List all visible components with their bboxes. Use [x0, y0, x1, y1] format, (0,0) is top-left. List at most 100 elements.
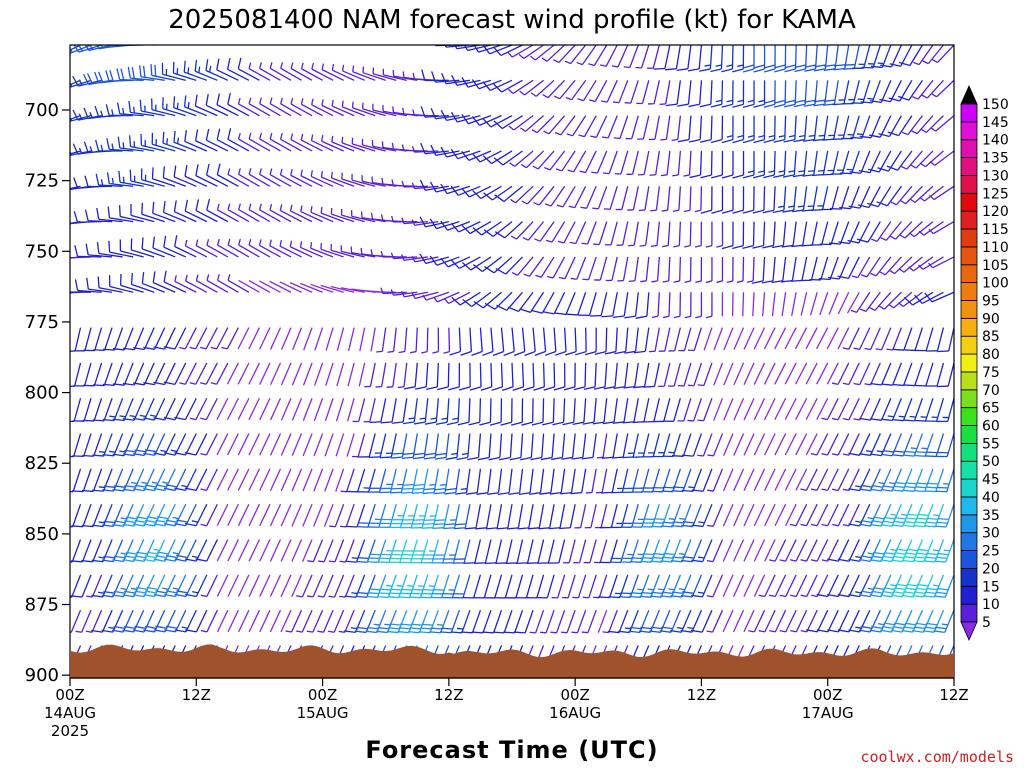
wind-barb — [771, 292, 776, 317]
wind-barb — [313, 433, 324, 457]
wind-barb — [761, 256, 776, 284]
wind-barb — [269, 397, 282, 421]
wind-barb — [468, 398, 482, 426]
wind-barb — [711, 186, 724, 214]
wind-barb — [279, 133, 302, 152]
wind-barb — [683, 150, 692, 177]
wind-barb — [313, 468, 324, 492]
wind-barb — [237, 397, 250, 420]
wind-barb — [444, 291, 471, 305]
wind-barb — [918, 256, 944, 270]
wind-barb — [869, 574, 892, 598]
wind-barb — [921, 79, 944, 99]
wind-barb — [216, 238, 239, 258]
wind-barb — [810, 539, 829, 562]
wind-barb — [520, 115, 544, 132]
wind-barb — [173, 165, 197, 187]
colorbar-segment — [960, 353, 978, 373]
wind-barb — [85, 609, 103, 633]
wind-barb — [681, 468, 703, 493]
wind-barb — [163, 362, 187, 386]
wind-barb — [361, 175, 386, 187]
y-tick-label: 700 — [25, 100, 59, 121]
colorbar-label: 5 — [982, 615, 991, 631]
wind-barb — [639, 574, 660, 598]
wind-barb — [195, 274, 218, 293]
wind-barb — [543, 362, 556, 391]
wind-barb — [733, 433, 745, 456]
wind-barb — [331, 135, 355, 152]
wind-barb — [503, 327, 515, 357]
wind-barb — [859, 468, 881, 492]
wind-barb — [162, 97, 186, 117]
wind-barb — [526, 539, 545, 564]
wind-barb — [227, 238, 250, 258]
wind-barb — [269, 503, 282, 527]
wind-barb — [259, 397, 271, 421]
wind-barb — [689, 150, 703, 179]
wind-barb — [269, 97, 292, 117]
wind-barb — [903, 291, 934, 306]
wind-barb — [340, 468, 355, 493]
wind-barb — [891, 433, 913, 457]
wind-barb — [473, 45, 502, 53]
wind-barb — [758, 574, 776, 598]
wind-barb — [362, 102, 386, 117]
colorbar-label: 25 — [982, 544, 1000, 560]
wind-barb — [330, 207, 355, 223]
wind-barb — [912, 609, 934, 633]
wind-barb — [599, 504, 618, 529]
wind-barb — [859, 539, 881, 563]
wind-barb — [870, 362, 892, 386]
wind-barb — [783, 80, 797, 108]
colorbar-segment — [960, 264, 978, 284]
colorbar-segment — [960, 246, 978, 266]
wind-barb — [516, 539, 534, 564]
wind-barb — [880, 468, 902, 492]
wind-barb — [662, 292, 671, 319]
wind-barb — [732, 45, 745, 73]
wind-barb — [382, 105, 407, 117]
wind-barb — [571, 609, 587, 634]
wind-barb — [423, 45, 428, 46]
wind-barb — [581, 609, 597, 634]
wind-barb — [723, 362, 734, 386]
wind-barb — [227, 168, 250, 187]
wind-barb — [621, 433, 639, 459]
wind-barb — [401, 254, 428, 261]
wind-barb — [401, 433, 418, 460]
wind-barb — [174, 503, 197, 527]
wind-barb — [279, 281, 302, 293]
wind-barb — [826, 327, 839, 350]
wind-barb — [195, 164, 218, 187]
wind-barb — [581, 221, 597, 245]
wind-barb — [671, 433, 692, 457]
wind-barb — [339, 503, 355, 528]
wind-barb — [580, 186, 597, 209]
x-tick-label: 00Z — [813, 686, 842, 704]
wind-barb — [553, 45, 576, 64]
wind-barb — [376, 574, 397, 599]
wind-barb — [612, 398, 629, 424]
wind-barb — [687, 362, 703, 387]
wind-barb — [513, 327, 526, 357]
wind-barb — [594, 504, 608, 529]
wind-barb — [743, 503, 755, 527]
wind-barb — [543, 115, 566, 135]
wind-barb — [827, 256, 850, 280]
wind-barb — [82, 362, 103, 387]
wind-barb — [633, 327, 650, 354]
wind-barb — [672, 150, 682, 177]
wind-barb — [936, 362, 954, 388]
wind-barb — [612, 80, 629, 104]
wind-barb — [340, 245, 365, 258]
colorbar-label: 35 — [982, 508, 1000, 524]
wind-barb — [163, 468, 187, 492]
wind-barb — [549, 468, 566, 495]
wind-barb — [328, 539, 345, 563]
wind-barb — [842, 468, 860, 492]
wind-barb — [790, 609, 808, 633]
wind-barb — [408, 609, 429, 634]
wind-barb — [449, 327, 462, 356]
